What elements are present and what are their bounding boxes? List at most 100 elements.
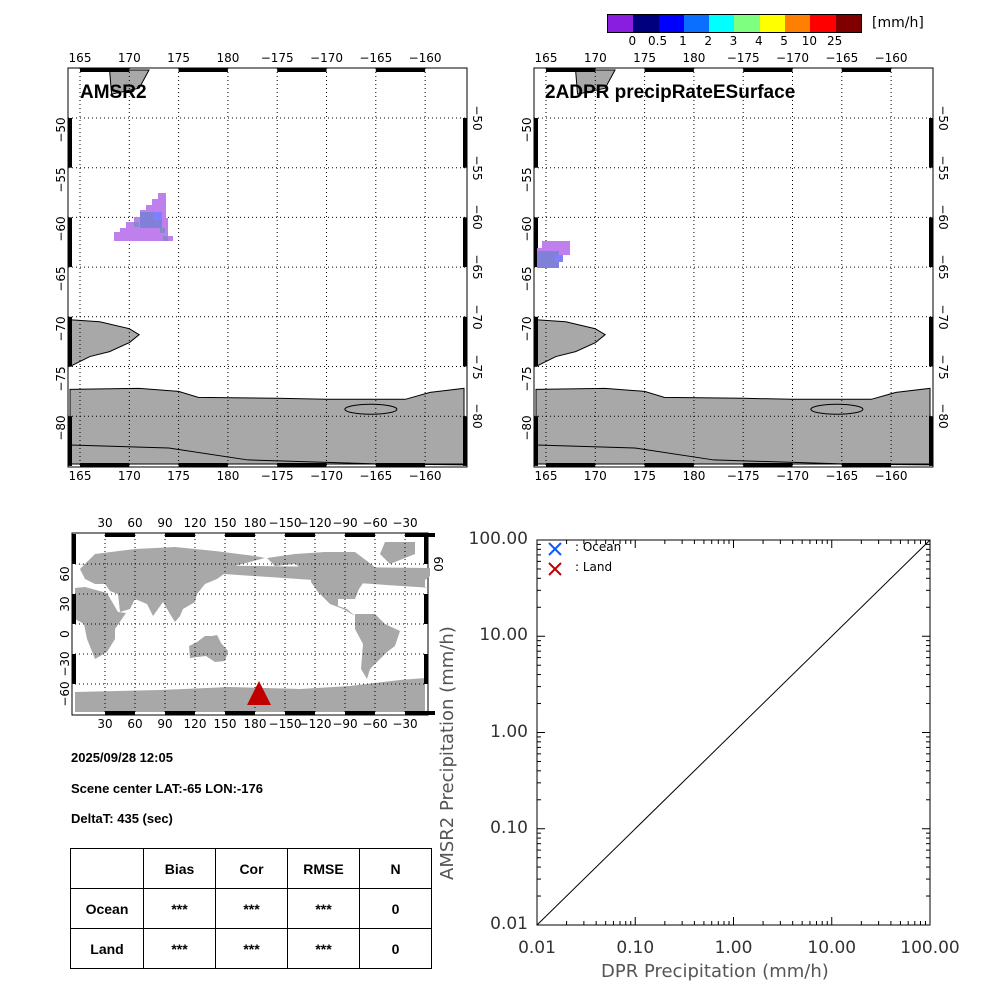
frame-bar bbox=[178, 68, 228, 72]
lon-tick-label: −170 bbox=[310, 51, 343, 65]
lat-tick-label: −65 bbox=[470, 254, 484, 280]
colorbar-tick-label: 4 bbox=[754, 34, 763, 48]
frame-bar bbox=[165, 533, 195, 537]
frame-bar bbox=[644, 463, 694, 467]
world-lat-tick-label: −30 bbox=[58, 651, 72, 677]
precip-pixels bbox=[134, 222, 139, 227]
frame-bar bbox=[424, 654, 428, 684]
world-lon-tick-label: −60 bbox=[362, 717, 388, 731]
world-lon-tick-label: 60 bbox=[127, 717, 143, 731]
colorbar-swatch bbox=[683, 15, 710, 32]
y-tick-label: 100.00 bbox=[468, 529, 528, 549]
lat-tick-label: −70 bbox=[520, 316, 534, 342]
lon-tick-label: 170 bbox=[583, 51, 607, 65]
lon-tick-label: 175 bbox=[167, 51, 191, 65]
precip-pixels bbox=[163, 236, 168, 241]
world-lon-tick-label: 150 bbox=[213, 717, 237, 731]
lon-tick-label: −175 bbox=[726, 51, 760, 65]
frame-bar bbox=[225, 711, 255, 715]
colorbar-swatch bbox=[785, 15, 811, 32]
frame-bar bbox=[463, 316, 467, 367]
world-lat-tick-label: 0 bbox=[58, 630, 72, 638]
continent-land bbox=[380, 542, 415, 564]
world-lon-tick-label: 180 bbox=[243, 717, 267, 731]
world-lon-tick-label: −30 bbox=[392, 717, 418, 731]
cell-rmse: *** bbox=[287, 888, 360, 929]
lon-tick-label: −165 bbox=[825, 51, 859, 65]
frame-bar bbox=[225, 533, 255, 537]
dpr-map-title: 2ADPR precipRateESurface bbox=[545, 82, 796, 103]
lon-tick-label: 165 bbox=[534, 51, 558, 65]
frame-bar bbox=[424, 534, 428, 564]
frame-bar bbox=[929, 118, 933, 168]
x-tick-label: 100.00 bbox=[900, 938, 960, 958]
colorbar-swatch bbox=[608, 15, 634, 32]
cell-cor: *** bbox=[215, 888, 288, 929]
table-header-bias: Bias bbox=[143, 848, 216, 889]
lon-tick-label: 170 bbox=[117, 51, 141, 65]
world-lon-tick-label: −150 bbox=[268, 717, 302, 731]
world-lon-tick-label: 90 bbox=[157, 717, 173, 731]
lon-tick-label: 175 bbox=[167, 469, 191, 483]
lon-tick-label: 165 bbox=[68, 51, 92, 65]
precip-pixels bbox=[160, 228, 165, 233]
cell-n: 0 bbox=[359, 928, 432, 969]
world-lon-tick-label: −90 bbox=[332, 516, 358, 530]
world-lat-tick-label: 60 bbox=[58, 566, 72, 582]
colorbar-tick-label: 10 bbox=[801, 34, 818, 48]
precip-pixels bbox=[537, 251, 559, 268]
frame-bar bbox=[546, 463, 596, 467]
frame-bar bbox=[841, 68, 892, 72]
lat-tick-label: −75 bbox=[936, 353, 950, 380]
lat-tick-label: −50 bbox=[520, 117, 534, 143]
lat-tick-label: −80 bbox=[54, 415, 68, 441]
row-label: Ocean bbox=[70, 888, 144, 929]
continent-land bbox=[355, 614, 400, 679]
world-lon-tick-label: 120 bbox=[183, 717, 207, 731]
scatter-ylabel: AMSR2 Precipitation (mm/h) bbox=[437, 626, 458, 880]
colorbar-swatch bbox=[734, 15, 760, 32]
world-lon-tick-label: 30 bbox=[97, 516, 113, 530]
lon-tick-label: −165 bbox=[359, 51, 393, 65]
frame-bar bbox=[345, 533, 375, 537]
lat-tick-label: −50 bbox=[936, 105, 950, 131]
row-label: Land bbox=[70, 928, 144, 969]
x-tick-label: 0.10 bbox=[616, 938, 655, 958]
lon-tick-label: −175 bbox=[726, 469, 760, 483]
frame-bar bbox=[72, 594, 76, 624]
frame-bar bbox=[68, 118, 72, 168]
lat-tick-label: −75 bbox=[54, 365, 68, 392]
legend-land-label: : Land bbox=[575, 560, 613, 574]
lat-tick-label: −60 bbox=[936, 204, 950, 231]
frame-bar bbox=[285, 533, 315, 537]
frame-bar bbox=[743, 68, 793, 72]
victoria-land bbox=[69, 319, 141, 368]
stats-table: Bias Cor RMSE N Ocean *** *** *** 0 Land… bbox=[70, 848, 432, 969]
table-row: Land *** *** *** 0 bbox=[70, 928, 432, 969]
frame-bar bbox=[105, 533, 135, 537]
roosevelt-island bbox=[344, 403, 398, 415]
world-lon-tick-label: −150 bbox=[268, 516, 302, 530]
table-header-rmse: RMSE bbox=[287, 848, 360, 889]
cell-bias: *** bbox=[143, 888, 216, 929]
lat-tick-label: −70 bbox=[470, 304, 484, 330]
lon-tick-label: 180 bbox=[216, 469, 240, 483]
precip-pixels bbox=[555, 255, 563, 262]
continent-land bbox=[189, 635, 228, 662]
lon-tick-label: −170 bbox=[776, 469, 809, 483]
frame-bar bbox=[80, 463, 130, 467]
lon-tick-label: 180 bbox=[682, 51, 706, 65]
lon-tick-label: −170 bbox=[776, 51, 809, 65]
x-tick-label: 0.01 bbox=[518, 938, 556, 958]
colorbar-swatch bbox=[633, 15, 659, 32]
lon-tick-label: −175 bbox=[260, 469, 294, 483]
frame-bar bbox=[72, 534, 76, 564]
lat-tick-label: −65 bbox=[520, 266, 534, 292]
colorbar-tick-label: 1 bbox=[679, 34, 687, 48]
continent-land bbox=[75, 564, 432, 588]
world-lon-tick-label: −90 bbox=[332, 717, 358, 731]
colorbar-tick-label: 0 bbox=[628, 34, 637, 48]
lat-tick-label: −75 bbox=[470, 353, 484, 380]
world-lon-tick-label: −60 bbox=[362, 516, 388, 530]
table-header-row: Bias Cor RMSE N bbox=[70, 848, 432, 889]
